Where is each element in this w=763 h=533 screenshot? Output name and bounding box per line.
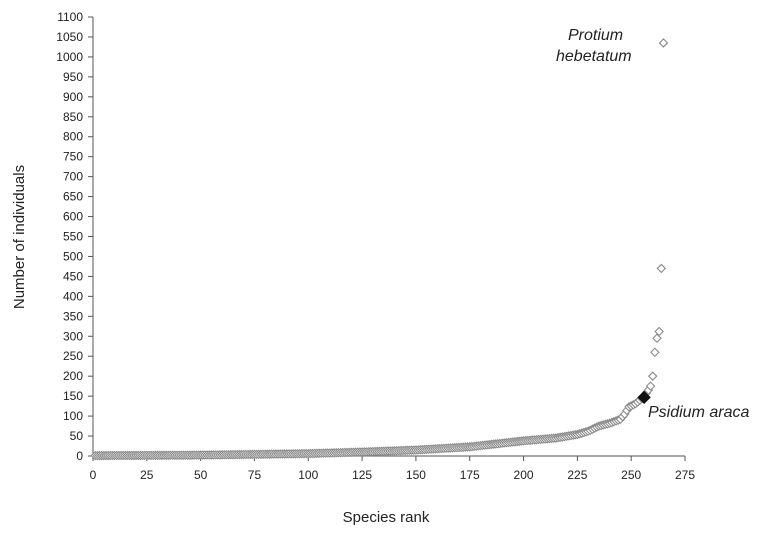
annotation-psidium-genus: Psidium	[648, 404, 705, 421]
x-tick-label: 225	[567, 468, 587, 482]
x-tick-label: 200	[514, 468, 534, 482]
y-tick-label: 850	[63, 110, 83, 124]
x-tick-label: 275	[675, 468, 695, 482]
data-point	[654, 326, 664, 337]
axes	[92, 17, 685, 457]
y-tick-label: 650	[63, 190, 83, 204]
y-tick-label: 400	[63, 289, 83, 303]
y-tick-label: 800	[63, 130, 83, 144]
y-tick-label: 100	[63, 409, 83, 423]
annotation-psidium-araca: Psidium araca	[648, 404, 749, 421]
data-point	[658, 38, 669, 48]
y-axis-ticks: 0 50 100 150 200 250 300 350 400 450 500 550 600 650 7…	[56, 10, 93, 463]
y-tick-label: 350	[63, 309, 83, 323]
y-tick-label: 550	[63, 230, 83, 244]
x-axis-ticks: 0 25 50 75 100 125 150 175 200 225 250 275	[90, 456, 695, 482]
highlighted-data-point	[637, 390, 651, 405]
y-tick-label: 150	[63, 389, 83, 403]
annotation-psidium-species: araca	[709, 404, 749, 421]
y-tick-label: 500	[63, 249, 83, 263]
x-tick-label: 0	[90, 468, 97, 482]
y-tick-label: 700	[63, 170, 83, 184]
annotation-protium-genus: Protium	[568, 27, 623, 44]
x-tick-label: 75	[248, 468, 262, 482]
data-point	[645, 381, 656, 391]
data-points	[90, 38, 669, 461]
x-tick-label: 25	[140, 468, 154, 482]
x-tick-label: 250	[621, 468, 641, 482]
y-tick-label: 900	[63, 90, 83, 104]
y-tick-label: 300	[63, 329, 83, 343]
data-point	[652, 333, 662, 344]
x-tick-label: 125	[352, 468, 372, 482]
y-tick-label: 600	[63, 210, 83, 224]
data-point	[647, 371, 658, 381]
y-tick-label: 950	[63, 70, 83, 84]
y-tick-label: 0	[76, 449, 83, 463]
y-tick-label: 50	[70, 429, 84, 443]
x-tick-label: 50	[194, 468, 208, 482]
data-point	[650, 347, 660, 358]
y-tick-label: 1050	[56, 30, 83, 44]
y-axis-title: Number of individuals	[11, 165, 28, 309]
annotation-protium-species: hebetatum	[556, 48, 632, 65]
y-tick-label: 1000	[56, 50, 83, 64]
data-point	[656, 263, 667, 274]
x-tick-label: 100	[298, 468, 318, 482]
x-axis-title: Species rank	[343, 509, 430, 526]
y-tick-label: 1100	[57, 10, 83, 24]
y-tick-label: 750	[63, 150, 83, 164]
y-tick-label: 450	[63, 269, 83, 283]
y-tick-label: 250	[63, 349, 83, 363]
y-tick-label: 200	[63, 369, 83, 383]
x-tick-label: 150	[406, 468, 426, 482]
x-tick-label: 175	[460, 468, 480, 482]
